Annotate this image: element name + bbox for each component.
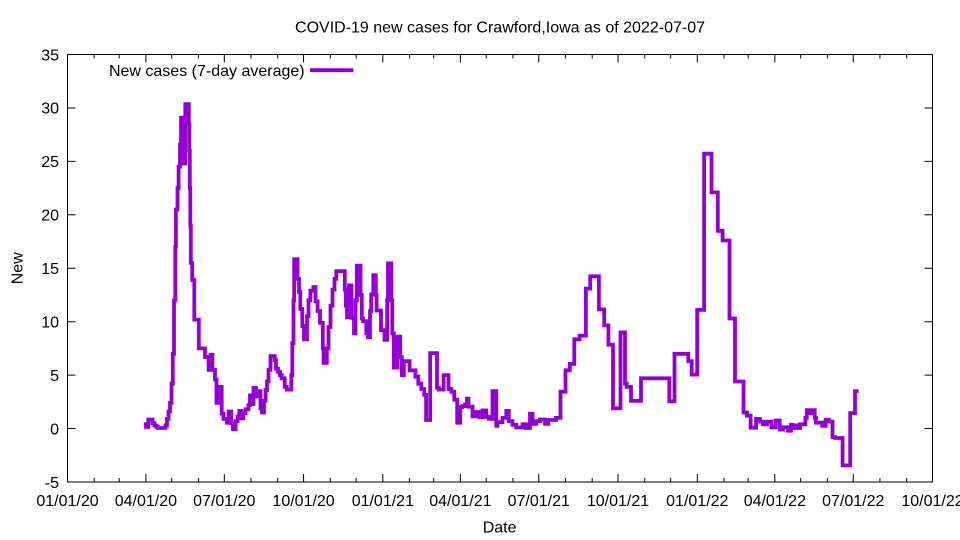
svg-text:10/01/21: 10/01/21: [587, 493, 649, 510]
svg-text:COVID-19 new cases for Crawfor: COVID-19 new cases for Crawford,Iowa as …: [295, 19, 705, 36]
svg-text:-5: -5: [45, 475, 59, 492]
svg-text:10: 10: [41, 314, 59, 331]
svg-text:01/01/21: 01/01/21: [352, 493, 414, 510]
svg-text:01/01/22: 01/01/22: [666, 493, 728, 510]
svg-text:04/01/22: 04/01/22: [744, 493, 806, 510]
svg-text:New cases (7-day average): New cases (7-day average): [109, 63, 305, 80]
svg-text:Date: Date: [483, 520, 517, 537]
svg-text:20: 20: [41, 208, 59, 225]
svg-text:04/01/21: 04/01/21: [429, 493, 491, 510]
svg-text:10/01/20: 10/01/20: [272, 493, 334, 510]
svg-text:07/01/20: 07/01/20: [193, 493, 255, 510]
svg-text:04/01/20: 04/01/20: [115, 493, 177, 510]
svg-text:07/01/21: 07/01/21: [508, 493, 570, 510]
svg-text:01/01/20: 01/01/20: [36, 493, 98, 510]
svg-text:0: 0: [50, 421, 59, 438]
svg-text:New: New: [10, 252, 27, 284]
svg-text:07/01/22: 07/01/22: [822, 493, 884, 510]
svg-text:10/01/22: 10/01/22: [901, 493, 960, 510]
svg-text:25: 25: [41, 154, 59, 171]
svg-text:15: 15: [41, 261, 59, 278]
svg-text:35: 35: [41, 47, 59, 64]
svg-text:30: 30: [41, 101, 59, 118]
svg-text:5: 5: [50, 368, 59, 385]
